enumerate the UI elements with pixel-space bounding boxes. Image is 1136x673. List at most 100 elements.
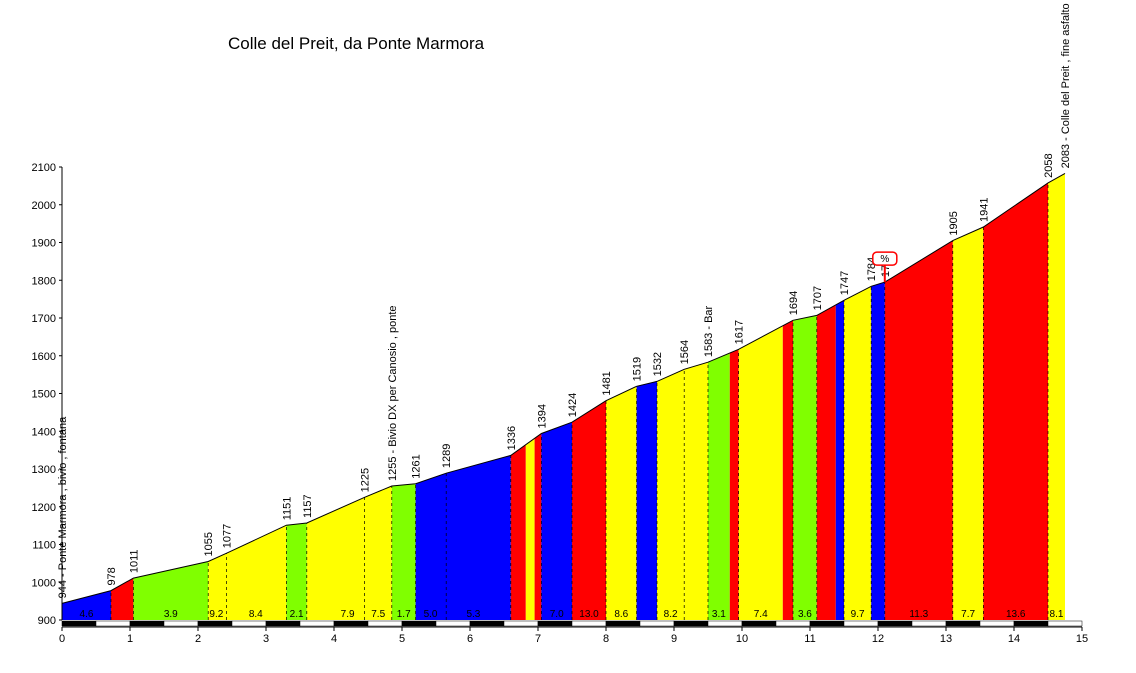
y-tick-label: 1300 (32, 464, 56, 476)
distance-ruler-block (503, 620, 539, 627)
profile-segment-17 (708, 353, 730, 620)
altitude-label: 978 (106, 567, 118, 585)
gradient-label: 3.1 (712, 609, 726, 620)
distance-ruler-block (299, 620, 335, 627)
distance-ruler-block (367, 620, 403, 627)
x-tick-label: 8 (603, 633, 609, 645)
gradient-label: 8.4 (249, 609, 263, 620)
profile-segment-28 (983, 182, 1048, 620)
profile-segment-12 (572, 400, 606, 620)
altitude-label: 2058 (1043, 153, 1055, 177)
gradient-label: 4.6 (80, 609, 94, 620)
profile-segment-15 (657, 369, 685, 620)
distance-ruler-block (843, 620, 879, 627)
marker-label: % (880, 254, 889, 265)
profile-segment-19 (738, 325, 783, 620)
profile-segment-8 (510, 444, 526, 620)
altitude-label: 1694 (788, 291, 800, 315)
distance-ruler-block (1047, 620, 1083, 627)
distance-ruler-block (809, 620, 845, 627)
distance-ruler-block (435, 620, 471, 627)
profile-segment-3 (208, 525, 287, 620)
gradient-label: 3.6 (798, 609, 812, 620)
distance-ruler-block (707, 620, 743, 627)
altitude-label: 1336 (506, 426, 518, 450)
altitude-label: 1151 (281, 497, 293, 521)
altitude-label: 1394 (536, 404, 548, 428)
place-annotation: 1583 - Bar (703, 305, 715, 357)
profile-segment-0 (62, 590, 111, 620)
y-tick-label: 2100 (32, 162, 56, 174)
distance-ruler-block (401, 620, 437, 627)
x-tick-label: 10 (736, 633, 748, 645)
profile-segment-10 (534, 433, 542, 620)
gradient-label: 7.7 (961, 609, 975, 620)
distance-ruler-block (741, 620, 777, 627)
profile-segment-13 (606, 386, 637, 620)
x-tick-label: 14 (1008, 633, 1020, 645)
profile-segment-4 (286, 523, 307, 620)
profile-segment-7 (415, 455, 511, 620)
altitude-label: 1564 (679, 340, 691, 364)
profile-segment-9 (525, 438, 535, 620)
x-tick-label: 4 (331, 633, 337, 645)
distance-ruler-block (95, 620, 131, 627)
profile-segment-21 (793, 315, 817, 620)
distance-ruler-block (333, 620, 369, 627)
distance-ruler-block (911, 620, 947, 627)
x-tick-label: 15 (1076, 633, 1088, 645)
y-tick-label: 1600 (32, 351, 56, 363)
x-tick-label: 12 (872, 633, 884, 645)
distance-ruler-block (231, 620, 267, 627)
gradient-label: 9.7 (851, 609, 865, 620)
distance-ruler-block (61, 620, 97, 627)
profile-segment-2 (133, 561, 209, 620)
altitude-label: 1941 (978, 198, 990, 222)
y-tick-label: 2000 (32, 200, 56, 212)
gradient-label: 7.0 (550, 609, 564, 620)
gradient-label: 13.6 (1006, 609, 1026, 620)
distance-ruler-block (945, 620, 981, 627)
y-tick-label: 1000 (32, 577, 56, 589)
x-tick-label: 11 (804, 633, 815, 645)
profile-segment-25 (871, 282, 885, 620)
altitude-label: 1481 (601, 371, 613, 395)
gradient-label: 13.0 (579, 609, 599, 620)
x-tick-label: 13 (940, 633, 952, 645)
gradient-label: 1.7 (397, 609, 411, 620)
gradient-label: 7.4 (754, 609, 768, 620)
altitude-label: 1747 (839, 271, 851, 295)
gradient-label: 3.9 (164, 609, 178, 620)
profile-segment-26 (884, 240, 953, 620)
distance-ruler-block (129, 620, 165, 627)
y-tick-label: 1100 (32, 540, 56, 552)
altitude-label: 1289 (441, 444, 453, 468)
place-annotation: 2083 - Colle del Preit , fine asfalto (1060, 3, 1072, 168)
y-tick-label: 900 (38, 615, 56, 627)
altitude-label: 1424 (567, 393, 579, 417)
x-tick-label: 1 (127, 633, 133, 645)
distance-ruler-block (639, 620, 675, 627)
x-tick-label: 7 (535, 633, 541, 645)
profile-segment-27 (952, 227, 984, 620)
place-annotation: 944 - Ponte Marmora , bivio , fontana (57, 416, 69, 598)
y-tick-label: 1700 (32, 313, 56, 325)
x-tick-label: 5 (399, 633, 405, 645)
gradient-label: 5.0 (424, 609, 438, 620)
altitude-label: 1617 (734, 320, 746, 344)
altitude-label: 1519 (632, 357, 644, 381)
y-tick-label: 1500 (32, 389, 56, 401)
profile-line (61, 172, 1066, 604)
profile-segment-18 (729, 349, 739, 620)
profile-segment-29 (1048, 173, 1065, 620)
distance-ruler-block (197, 620, 233, 627)
profile-segment-20 (782, 320, 793, 620)
gradient-label: 11.3 (909, 609, 928, 620)
distance-ruler-block (1013, 620, 1049, 627)
x-tick-label: 0 (59, 633, 65, 645)
altitude-label: 1011 (128, 549, 140, 573)
x-tick-label: 6 (467, 633, 473, 645)
altitude-label: 1905 (948, 211, 960, 235)
place-annotation: 1255 - Bivio DX per Canosio , ponte (387, 305, 399, 481)
